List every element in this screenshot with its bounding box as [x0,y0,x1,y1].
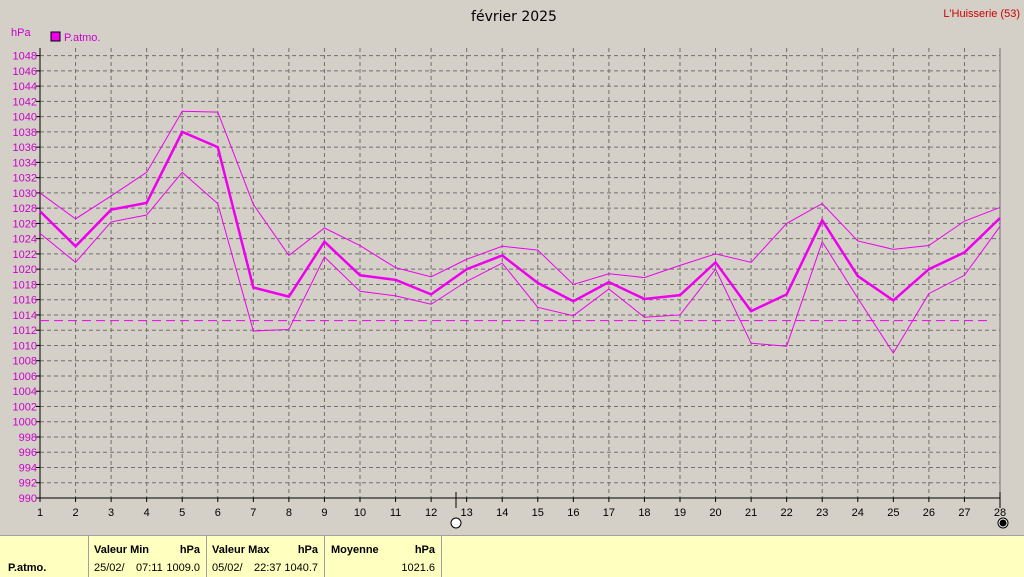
y-axis-unit: hPa [11,27,31,39]
x-tick-label: 3 [108,507,114,519]
stats-row-label: P.atmo. [8,562,47,574]
x-tick-label: 23 [816,507,828,519]
y-tick-label: 1028 [13,203,37,215]
y-tick-label: 1026 [13,218,37,230]
x-tick-label: 13 [461,507,473,519]
statistics-panel: P.atmo. Valeur Min hPa 25/02/ 07:11 1009… [0,535,1024,577]
stats-mean-value: 1021.6 [401,562,435,574]
stats-mean-unit: hPa [414,544,435,556]
legend-swatch [50,31,61,42]
y-tick-label: 1004 [13,386,37,398]
y-tick-label: 1030 [13,188,37,200]
y-tick-label: 990 [19,493,37,505]
y-tick-label: 1024 [13,234,37,246]
y-axis-ticks: 990 992 994 996 998 1000 1002 1004 1006 1008 1010 1… [13,51,40,505]
y-tick-label: 1014 [13,310,37,322]
x-tick-label: 1 [37,507,43,519]
chart-title: février 2025 [471,9,557,25]
stats-max-cell: Valeur Max hPa 05/02/ 22:37 1040.7 [207,536,325,577]
moon-markers [450,492,1009,529]
stats-min-value: 1009.0 [166,562,200,574]
x-tick-label: 5 [179,507,185,519]
stats-max-unit: hPa [297,544,318,556]
x-tick-label: 20 [709,507,721,519]
y-tick-label: 1002 [13,401,37,413]
y-tick-label: 1036 [13,142,37,154]
y-tick-label: 1020 [13,264,37,276]
station-name: L'Huisserie (53) [943,8,1020,20]
series-line-mean [39,130,1001,313]
plot-area [40,48,1000,498]
y-tick-label: 1044 [13,81,37,93]
stats-max-time: 22:37 [254,562,282,574]
y-tick-label: 1006 [13,371,37,383]
new-moon-fill [999,519,1007,527]
x-tick-label: 6 [215,507,221,519]
stats-mean-cell: Moyenne hPa 1021.6 [325,536,442,577]
y-tick-label: 1012 [13,325,37,337]
x-tick-label: 19 [674,507,686,519]
y-tick-label: 1008 [13,356,37,368]
x-tick-label: 17 [603,507,615,519]
stats-max-value: 1040.7 [284,562,318,574]
x-tick-label: 25 [887,507,899,519]
pressure-chart: février 2025 L'Huisserie (53) hPa P.atmo… [11,8,1020,529]
y-tick-label: 996 [19,447,37,459]
x-tick-label: 18 [638,507,650,519]
stats-min-cell: Valeur Min hPa 25/02/ 07:11 1009.0 [89,536,207,577]
x-tick-label: 14 [496,507,508,519]
y-tick-label: 1022 [13,249,37,261]
y-tick-label: 1016 [13,295,37,307]
series-group [39,110,1001,355]
series-line-min [39,171,1001,355]
x-tick-label: 8 [286,507,292,519]
series-line-max [39,110,1001,286]
y-tick-label: 1042 [13,96,37,108]
x-tick-label: 16 [567,507,579,519]
stats-min-date: 25/02/ [94,562,125,574]
stats-min-header: Valeur Min [94,544,150,556]
y-tick-label: 1034 [13,157,37,169]
x-tick-label: 9 [321,507,327,519]
x-tick-label: 11 [390,507,401,519]
y-tick-label: 1048 [13,51,37,63]
y-tick-label: 992 [19,478,37,490]
y-tick-label: 1018 [13,279,37,291]
x-tick-label: 26 [923,507,935,519]
x-tick-label: 28 [994,507,1006,519]
x-tick-label: 22 [781,507,793,519]
x-tick-label: 4 [144,507,150,519]
y-tick-label: 1032 [13,173,37,185]
stats-min-time: 07:11 [136,562,163,574]
x-tick-label: 10 [354,507,366,519]
stats-row-label-cell: P.atmo. [0,536,89,577]
y-tick-label: 998 [19,432,37,444]
x-axis-ticks: 1 2 3 4 5 6 7 8 9 10 11 12 13 14 15 16 17 18 19 20 21 22 23 24 2… [37,498,1006,519]
y-tick-label: 1046 [13,66,37,78]
full-moon-icon [450,517,462,529]
legend-label: P.atmo. [64,32,101,44]
y-tick-label: 1040 [13,112,37,124]
x-tick-label: 7 [250,507,256,519]
y-tick-label: 994 [19,462,37,474]
x-tick-label: 21 [745,507,757,519]
stats-max-date: 05/02/ [212,562,243,574]
x-tick-label: 27 [958,507,970,519]
x-tick-label: 15 [532,507,544,519]
x-tick-label: 24 [852,507,864,519]
stats-max-header: Valeur Max [212,544,270,556]
y-tick-label: 1000 [13,417,37,429]
stats-min-unit: hPa [179,544,200,556]
x-tick-label: 12 [425,507,437,519]
stats-mean-header: Moyenne [331,544,379,556]
y-tick-label: 1038 [13,127,37,139]
x-tick-label: 2 [72,507,78,519]
y-tick-label: 1010 [13,340,37,352]
